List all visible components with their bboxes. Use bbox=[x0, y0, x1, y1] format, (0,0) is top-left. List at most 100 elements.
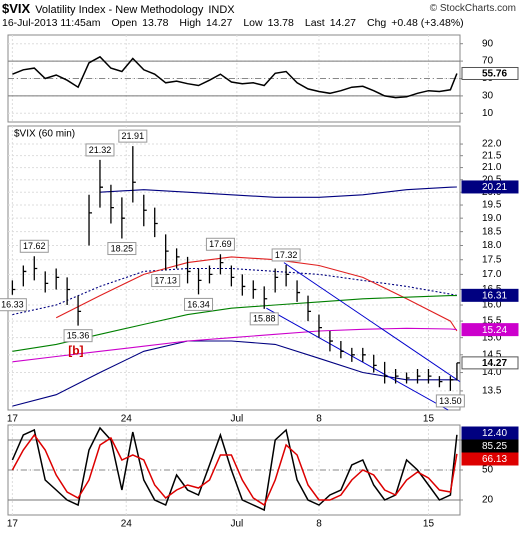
price-bar bbox=[318, 314, 322, 338]
y-tick-label: 90 bbox=[482, 38, 494, 49]
annotation-box bbox=[63, 329, 93, 343]
y-tick-label: 21.5 bbox=[482, 150, 502, 161]
price-bar bbox=[263, 286, 268, 309]
price-bar bbox=[329, 330, 333, 352]
price-bar bbox=[208, 265, 213, 284]
annotation-box bbox=[85, 143, 115, 157]
price-bar bbox=[44, 271, 49, 293]
price-bar bbox=[340, 341, 344, 359]
y-tick-label: 15.0 bbox=[482, 332, 502, 343]
price-bar bbox=[296, 280, 301, 302]
price-bar bbox=[77, 295, 82, 326]
price-bar bbox=[285, 264, 290, 287]
price-bar bbox=[252, 280, 257, 299]
datetime: 16-Jul-2013 11:45am bbox=[2, 17, 101, 29]
value-tag-label: 16.31 bbox=[482, 290, 507, 301]
y-tick-label: 30 bbox=[482, 91, 494, 102]
annotation-label: 16.33 bbox=[1, 300, 24, 310]
field-value: +0.48 (+3.48%) bbox=[391, 17, 464, 29]
copyright: © StockCharts.com bbox=[429, 3, 516, 14]
value-tag-label: 20.21 bbox=[482, 182, 507, 193]
price-bar bbox=[154, 207, 158, 238]
price-bar bbox=[230, 265, 235, 287]
x-tick-label: 8 bbox=[316, 519, 322, 530]
price-bar bbox=[110, 184, 114, 224]
price-bar bbox=[132, 146, 136, 203]
x-tick-label: Jul bbox=[230, 414, 243, 425]
overlay-line bbox=[12, 327, 457, 363]
annotation-box bbox=[19, 239, 49, 253]
price-bar bbox=[22, 265, 27, 287]
series-line bbox=[12, 55, 458, 99]
annotation-label: 21.32 bbox=[89, 145, 112, 155]
overlay-line bbox=[12, 267, 457, 316]
y-tick-label: 20 bbox=[482, 495, 494, 506]
panel-title: $VIX (60 min) bbox=[14, 129, 75, 140]
y-tick-label: 19.0 bbox=[482, 213, 502, 224]
y-tick-label: 10 bbox=[482, 108, 494, 119]
price-bar bbox=[33, 256, 38, 281]
value-tag-label: 66.13 bbox=[482, 454, 507, 465]
value-tag-label: 55.76 bbox=[482, 69, 507, 80]
symbol: $VIX bbox=[2, 1, 31, 16]
annotation-label: 18.25 bbox=[111, 243, 134, 253]
overlay-line bbox=[12, 340, 457, 407]
y-tick-label: 19.5 bbox=[482, 200, 502, 211]
price-bar bbox=[55, 268, 60, 290]
price-bar bbox=[66, 277, 71, 306]
y-tick-label: 70 bbox=[482, 56, 494, 67]
y-tick-label: 20.5 bbox=[482, 174, 502, 185]
annotation-label: 15.88 bbox=[253, 314, 276, 324]
value-tag bbox=[461, 288, 519, 302]
annotation-label: [b] bbox=[68, 343, 83, 357]
annotation-label: 16.34 bbox=[187, 299, 210, 309]
annotation-box bbox=[435, 394, 465, 408]
panel bbox=[7, 125, 461, 411]
value-tag bbox=[461, 439, 519, 453]
x-tick-label: Jul bbox=[230, 519, 243, 530]
price-bar bbox=[362, 347, 366, 362]
annotation-box bbox=[205, 237, 235, 251]
price-bar bbox=[186, 256, 191, 284]
value-tag bbox=[461, 426, 519, 440]
field-label: Low bbox=[243, 17, 263, 29]
y-tick-label: 50 bbox=[482, 465, 494, 476]
price-bar bbox=[165, 234, 169, 271]
price-bar bbox=[351, 347, 355, 362]
value-tag bbox=[461, 356, 519, 370]
annotation-box bbox=[151, 274, 181, 288]
channel-line bbox=[283, 262, 461, 383]
field-value: 13.78 bbox=[267, 17, 294, 29]
annotation-label: 17.13 bbox=[154, 275, 177, 285]
overlay-line bbox=[12, 295, 457, 352]
price-bar bbox=[175, 248, 180, 269]
annotation-label: 13.50 bbox=[439, 396, 462, 406]
quote-line: 16-Jul-2013 11:45am Open 13.78 High 14.27 Lo… bbox=[2, 17, 464, 29]
price-bar bbox=[427, 368, 432, 384]
price-bar bbox=[405, 372, 410, 384]
field-label: Open bbox=[111, 17, 138, 29]
annotation-label: 21.91 bbox=[122, 131, 145, 141]
y-tick-label: 17.0 bbox=[482, 269, 502, 280]
price-bar bbox=[11, 280, 16, 295]
annotation-box bbox=[0, 298, 27, 312]
annotation-box bbox=[184, 297, 214, 311]
y-tick-label: 16.0 bbox=[482, 300, 502, 311]
annotation-label: 17.69 bbox=[209, 239, 232, 249]
annotation-label: 17.62 bbox=[23, 241, 46, 251]
annotation-box bbox=[249, 312, 279, 326]
price-bar bbox=[373, 354, 377, 373]
field-label: Chg bbox=[367, 17, 387, 29]
price-bar bbox=[241, 274, 246, 296]
y-tick-label: 14.0 bbox=[482, 367, 502, 378]
price-bar bbox=[219, 254, 224, 275]
header-line: $VIX Volatility Index - New Methodology … bbox=[2, 1, 235, 16]
annotation-label: 15.36 bbox=[67, 331, 90, 341]
price-bar bbox=[384, 361, 388, 384]
price-bar bbox=[88, 194, 93, 246]
x-tick-label: 24 bbox=[121, 414, 133, 425]
annotation-box bbox=[271, 248, 301, 262]
series-line bbox=[11, 433, 458, 507]
y-tick-label: 18.0 bbox=[482, 240, 502, 251]
